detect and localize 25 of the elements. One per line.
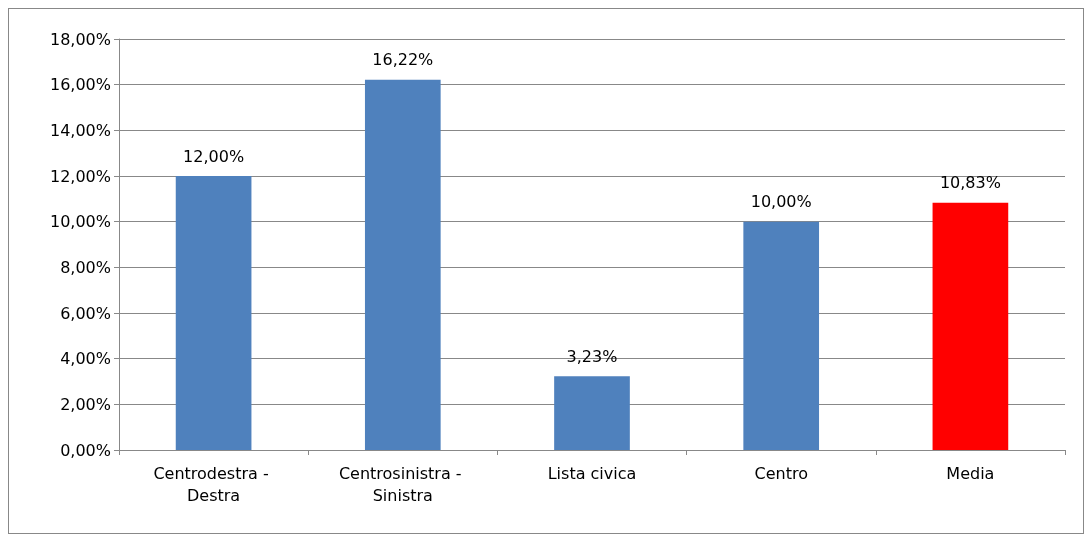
y-tick-label: 10,00% <box>49 212 111 232</box>
data-label: 3,23% <box>566 346 618 366</box>
bar <box>554 376 630 450</box>
y-tick-label: 12,00% <box>49 166 111 186</box>
x-tick-label: Lista civica <box>547 463 637 483</box>
y-tick-label: 4,00% <box>60 349 111 369</box>
data-label: 10,83% <box>939 173 1001 193</box>
y-tick-label: 14,00% <box>49 120 111 140</box>
bar <box>932 202 1009 450</box>
y-tick-label: 16,00% <box>49 75 111 95</box>
x-tick-label: Centrodestra - Destra <box>153 463 274 505</box>
y-tick-label: 8,00% <box>60 257 111 277</box>
y-tick-label: 0,00% <box>60 440 111 460</box>
data-label: 10,00% <box>750 192 812 212</box>
data-label: 12,00% <box>183 146 245 166</box>
bar <box>364 79 441 450</box>
y-tick-label: 18,00% <box>49 29 111 49</box>
x-tick-label: Media <box>946 463 995 483</box>
data-label: 16,22% <box>372 50 434 70</box>
x-tick-label: Centro <box>754 463 808 483</box>
y-tick-label: 2,00% <box>60 394 111 414</box>
x-tick-label: Centrosinistra - Sinistra <box>338 463 467 505</box>
bar <box>175 176 252 450</box>
y-tick-label: 6,00% <box>60 303 111 323</box>
bar <box>743 221 820 450</box>
